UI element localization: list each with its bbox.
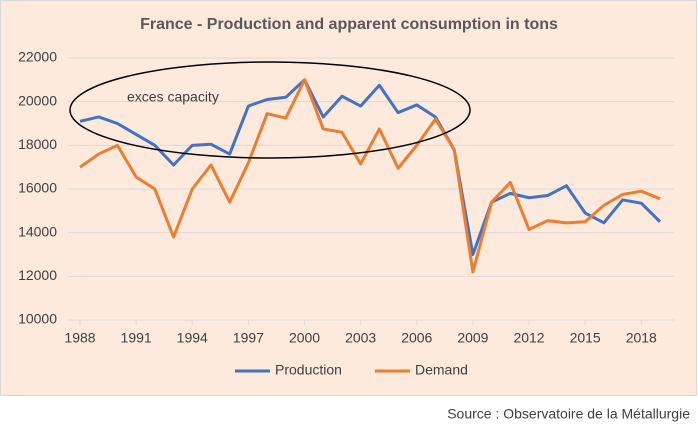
y-tick-label: 14000 xyxy=(18,223,57,239)
y-tick-label: 12000 xyxy=(18,267,57,283)
chart-title: France - Production and apparent consump… xyxy=(140,16,558,33)
annotation-ellipse xyxy=(69,61,471,159)
source-note: Source : Observatoire de la Métallurgie xyxy=(447,406,690,422)
annotation-text: exces capacity xyxy=(127,89,219,105)
y-tick-label: 10000 xyxy=(18,311,57,327)
y-tick-label: 22000 xyxy=(18,49,57,65)
y-tick-label: 18000 xyxy=(18,136,57,152)
y-tick-label: 16000 xyxy=(18,180,57,196)
x-tick-label: 1988 xyxy=(64,330,95,346)
y-tick-label: 20000 xyxy=(18,92,57,108)
x-tick-label: 2015 xyxy=(570,330,601,346)
data-line xyxy=(79,78,661,274)
x-tick-label: 1997 xyxy=(233,330,264,346)
x-tick-label: 2009 xyxy=(457,330,488,346)
x-tick-label: 2003 xyxy=(345,330,376,346)
x-tick-label: 1994 xyxy=(177,330,208,346)
x-tick-label: 2000 xyxy=(289,330,320,346)
x-tick-label: 2012 xyxy=(513,330,544,346)
legend-label: Demand xyxy=(415,362,468,378)
x-tick-label: 1991 xyxy=(121,330,152,346)
data-line xyxy=(79,78,662,256)
legend-label: Production xyxy=(275,362,342,378)
x-tick-label: 2006 xyxy=(401,330,432,346)
x-tick-label: 2018 xyxy=(626,330,657,346)
